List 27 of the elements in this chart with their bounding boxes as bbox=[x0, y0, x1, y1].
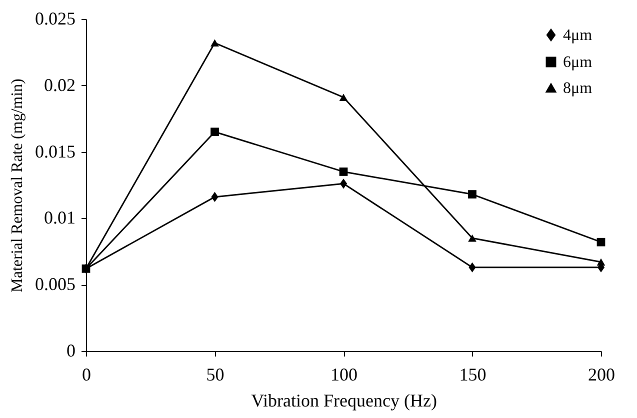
point bbox=[339, 94, 348, 101]
point bbox=[468, 190, 476, 198]
point bbox=[596, 238, 606, 246]
y-tick-label: 0.025 bbox=[35, 8, 76, 28]
point bbox=[210, 39, 219, 47]
point bbox=[340, 178, 348, 189]
x-tick-label: 50 bbox=[206, 364, 224, 384]
x-tick-label: 100 bbox=[330, 364, 358, 384]
x-tick-label: 200 bbox=[588, 364, 615, 384]
y-axis-title: Material Removal Rate (mg/min) bbox=[9, 78, 26, 292]
legend-label: 8μm bbox=[563, 80, 593, 97]
point bbox=[210, 128, 219, 136]
point bbox=[339, 168, 348, 176]
x-tick-label: 0 bbox=[82, 364, 91, 384]
x-axis-title: Vibration Frequency (Hz) bbox=[251, 390, 437, 410]
legend-label: 4μm bbox=[563, 27, 593, 44]
y-tick-label: 0.01 bbox=[44, 208, 76, 228]
x-tick-label: 150 bbox=[459, 364, 486, 384]
legend-label: 6μm bbox=[563, 54, 593, 71]
y-tick-label: 0.015 bbox=[35, 141, 76, 162]
point bbox=[596, 258, 606, 266]
y-tick-label: 0.02 bbox=[44, 74, 76, 95]
y-tick-label: 0.005 bbox=[35, 274, 76, 294]
y-tick-label: 0 bbox=[66, 340, 76, 360]
point bbox=[468, 234, 476, 242]
point bbox=[468, 262, 476, 272]
point bbox=[211, 192, 218, 202]
